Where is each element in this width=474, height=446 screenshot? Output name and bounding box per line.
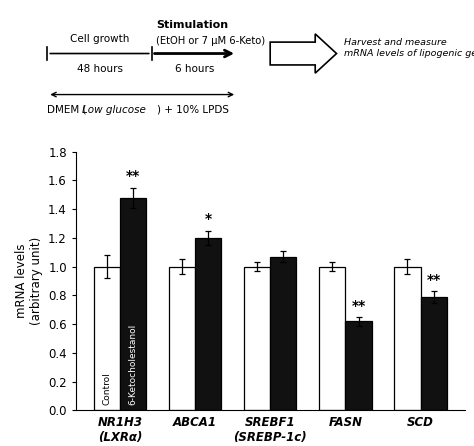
- Text: 6-Ketocholestanol: 6-Ketocholestanol: [128, 323, 137, 405]
- Polygon shape: [270, 34, 337, 73]
- Text: 6 hours: 6 hours: [174, 63, 214, 74]
- Bar: [394, 267, 420, 410]
- Text: Stimulation: Stimulation: [156, 21, 228, 30]
- Text: Harvest and measure
mRNA levels of lipogenic genes: Harvest and measure mRNA levels of lipog…: [344, 38, 474, 58]
- Text: Cell growth: Cell growth: [70, 33, 129, 44]
- Bar: [270, 256, 297, 410]
- Text: **: **: [427, 273, 441, 287]
- Bar: [120, 198, 146, 410]
- Text: **: **: [351, 298, 365, 313]
- Bar: [319, 267, 346, 410]
- Text: *: *: [205, 212, 212, 227]
- Bar: [195, 238, 221, 410]
- Bar: [169, 267, 195, 410]
- Bar: [244, 267, 270, 410]
- Text: (EtOH or 7 μM 6-Keto): (EtOH or 7 μM 6-Keto): [156, 37, 265, 46]
- Bar: [93, 267, 120, 410]
- Text: Low glucose: Low glucose: [82, 104, 146, 115]
- Text: Control: Control: [102, 372, 111, 405]
- Y-axis label: mRNA levels
(arbitrary unit): mRNA levels (arbitrary unit): [15, 237, 43, 325]
- Bar: [420, 297, 447, 410]
- Text: ) + 10% LPDS: ) + 10% LPDS: [157, 104, 229, 115]
- Text: DMEM (: DMEM (: [47, 104, 87, 115]
- Text: **: **: [126, 169, 140, 183]
- Bar: [346, 321, 372, 410]
- Text: 48 hours: 48 hours: [76, 63, 123, 74]
